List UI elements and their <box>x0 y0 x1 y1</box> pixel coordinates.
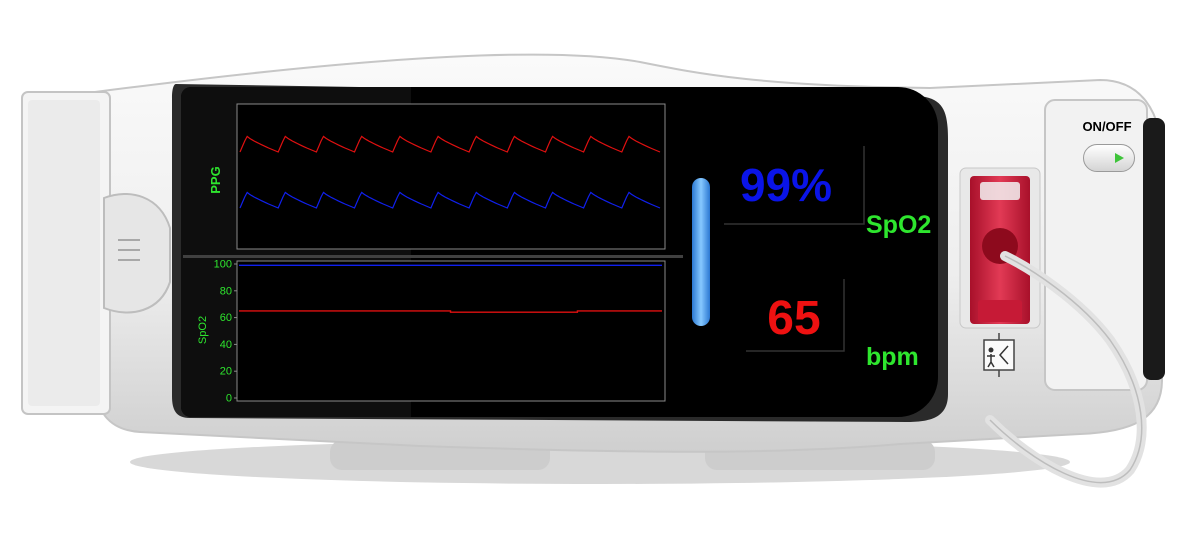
hr-value-frame <box>746 279 845 352</box>
ppg-title: PPG <box>208 166 223 193</box>
plug-bottom <box>978 300 1022 322</box>
heart-rate-value: 65 <box>767 292 821 345</box>
trend-ytick-label: 60 <box>220 312 232 324</box>
ppg-series-group <box>239 135 661 209</box>
spo2-label: SpO2 <box>866 211 932 239</box>
left-end-cap-inner <box>28 100 100 406</box>
trend-ylabel: SpO2 <box>198 316 209 344</box>
trend-series-line <box>239 310 662 313</box>
trend-ytick-label: 40 <box>220 339 232 351</box>
battery-latch[interactable] <box>103 193 171 314</box>
spo2-trend-chart: SpO2 0 20 40 60 80 100 <box>198 259 666 405</box>
trend-ytick-label: 20 <box>220 366 232 378</box>
signal-strength-bar <box>692 178 710 326</box>
power-led-icon <box>1115 153 1124 163</box>
sensor-cable-edge <box>989 255 1143 484</box>
trend-axis-ticks: 0 20 40 60 80 100 <box>214 259 237 405</box>
power-label: ON/OFF <box>1082 119 1132 134</box>
trend-ytick-label: 80 <box>220 285 232 297</box>
spo2-value-frame <box>724 146 865 225</box>
signal-bar-fill <box>692 178 710 326</box>
ppg-plot-frame <box>236 103 666 250</box>
panel-divider <box>183 255 683 258</box>
trend-ytick-label: 0 <box>226 393 232 405</box>
power-button[interactable] <box>1083 144 1135 172</box>
ppg-series-line <box>239 191 661 209</box>
trend-ytick-label: 100 <box>214 259 232 271</box>
trend-plot-frame <box>236 260 666 402</box>
patient-connection-icon <box>983 333 1015 377</box>
plug-top-clip <box>980 182 1020 200</box>
spo2-value: 99% <box>739 159 833 211</box>
trend-series-group <box>239 264 662 313</box>
ppg-series-line <box>239 135 661 153</box>
right-side-grip <box>1143 118 1165 380</box>
ppg-waveform-chart: PPG <box>208 103 666 250</box>
heart-rate-unit-label: bpm <box>866 343 919 371</box>
